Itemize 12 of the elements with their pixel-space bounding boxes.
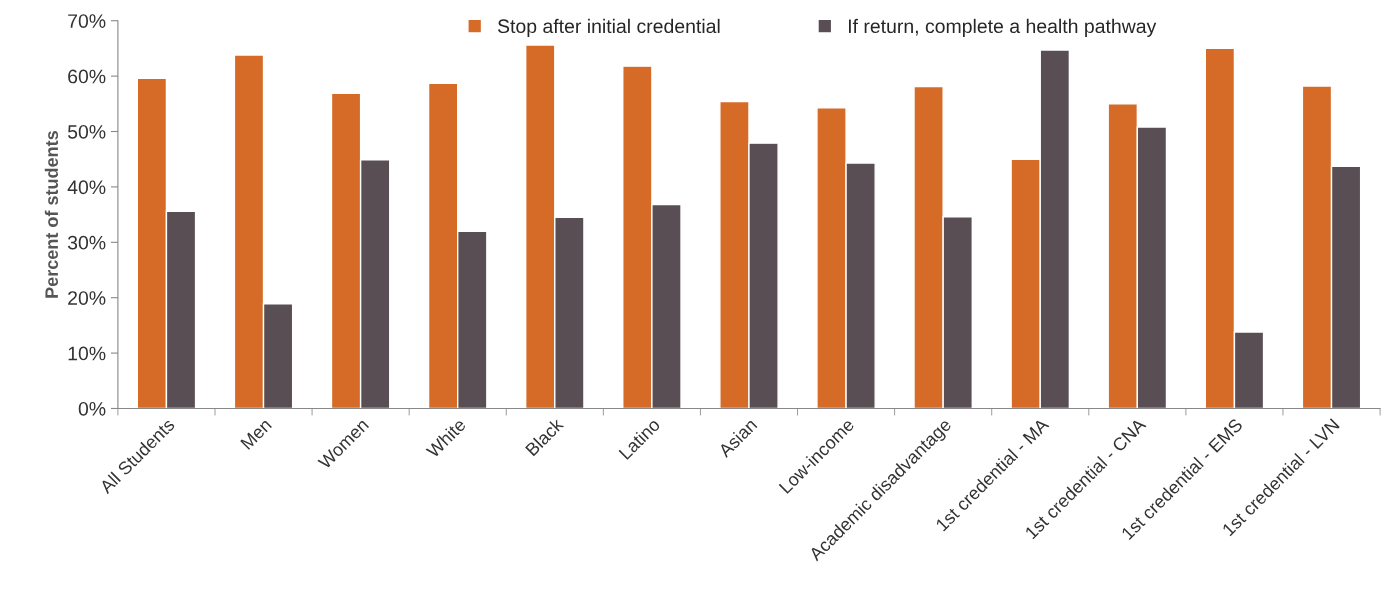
- y-tick-label: 0%: [78, 401, 106, 416]
- y-axis-title: Percent of students: [44, 131, 59, 298]
- y-tick-label: 20%: [68, 291, 106, 305]
- legend-label: If return, complete a health pathway: [848, 18, 1157, 37]
- y-tick-label: 60%: [68, 69, 106, 84]
- y-tick-label: 50%: [67, 124, 106, 139]
- y-tick-label: 40%: [67, 180, 106, 195]
- x-tick-label: Men: [240, 418, 273, 450]
- legend-label: Stop after initial credential: [497, 18, 720, 37]
- y-tick-label: 30%: [67, 235, 106, 250]
- y-tick-label: 70%: [68, 14, 106, 28]
- y-tick-label: 10%: [68, 346, 106, 361]
